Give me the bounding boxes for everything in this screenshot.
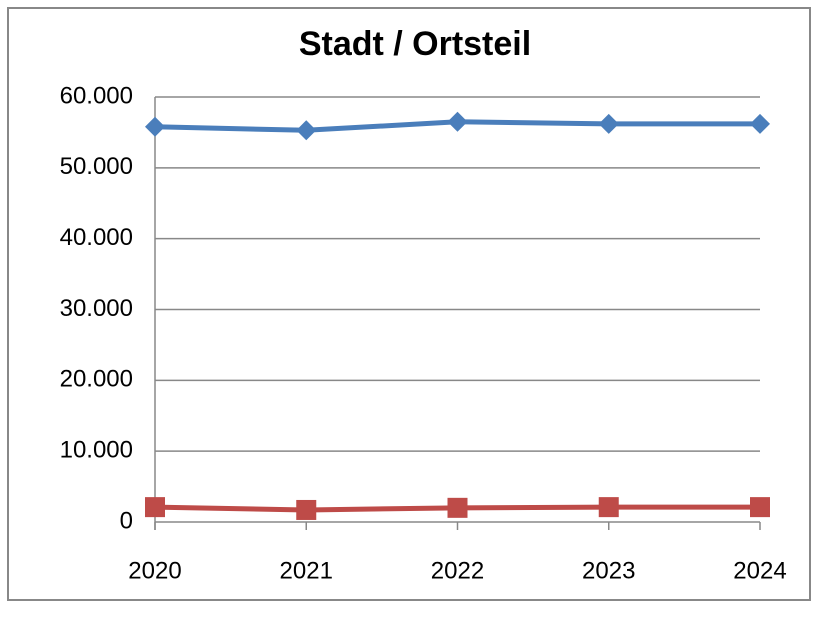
chart-title: Stadt / Ortsteil <box>299 25 531 63</box>
marker <box>145 497 165 518</box>
marker <box>598 497 619 518</box>
marker <box>750 113 770 134</box>
x-tick-label: 2023 <box>582 557 635 584</box>
x-tick-label: 2021 <box>280 557 333 584</box>
x-tick-label: 2024 <box>733 557 786 584</box>
x-tick-label: 2022 <box>431 557 484 584</box>
marker <box>598 113 619 134</box>
marker <box>447 111 468 132</box>
y-tick-label: 0 <box>120 507 133 534</box>
y-tick-label: 60.000 <box>60 82 133 109</box>
y-tick-label: 40.000 <box>60 224 133 251</box>
marker <box>750 497 770 518</box>
y-tick-label: 30.000 <box>60 295 133 322</box>
marker <box>296 120 317 141</box>
chart-frame <box>7 7 811 601</box>
y-tick-label: 50.000 <box>60 153 133 180</box>
y-tick-label: 10.000 <box>60 437 133 464</box>
marker <box>296 499 317 520</box>
marker <box>447 497 468 518</box>
x-tick-label: 2020 <box>128 557 181 584</box>
marker <box>145 116 165 137</box>
y-tick-label: 20.000 <box>60 366 133 393</box>
